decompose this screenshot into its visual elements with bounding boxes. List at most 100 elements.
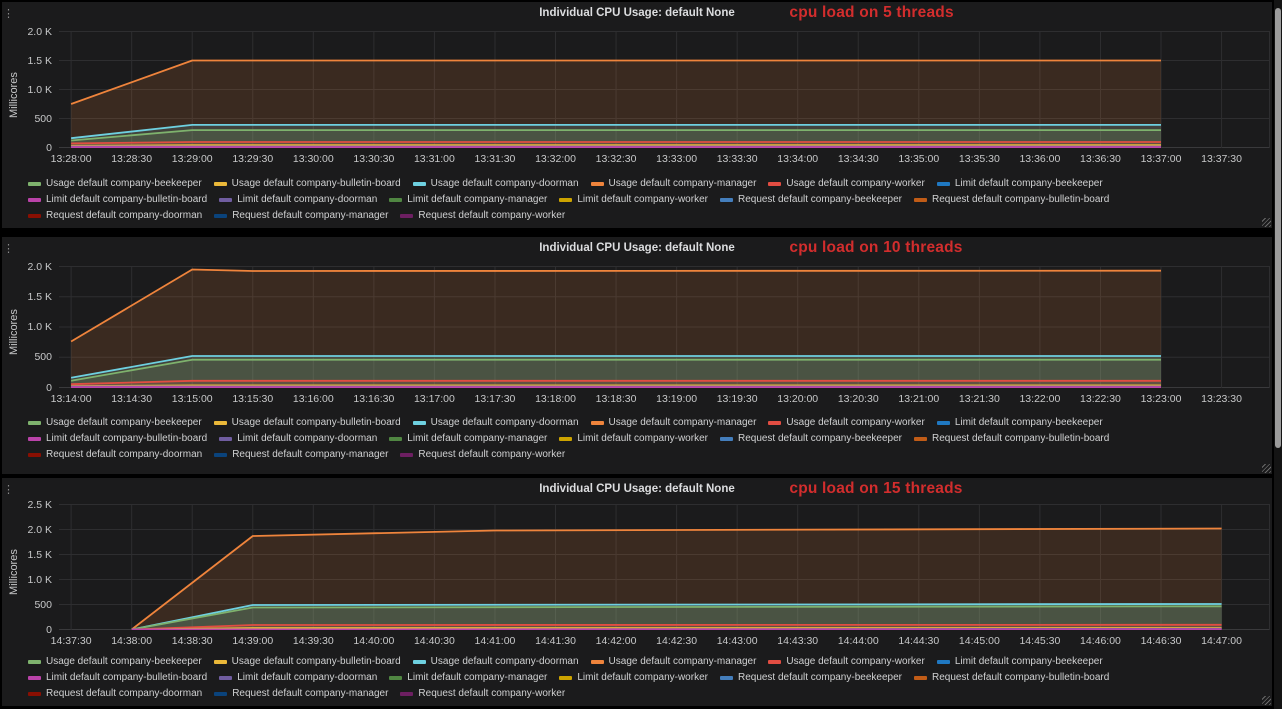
legend-item[interactable]: Limit default company-worker — [559, 670, 708, 685]
legend-item[interactable]: Limit default company-doorman — [219, 192, 377, 207]
legend-item[interactable]: Usage default company-worker — [768, 415, 925, 430]
legend-swatch-icon — [28, 181, 41, 186]
legend-item[interactable]: Limit default company-manager — [389, 670, 547, 685]
legend-item[interactable]: Usage default company-manager — [590, 415, 756, 430]
panel-menu-icon[interactable]: ⋮ — [3, 484, 14, 496]
legend-label: Limit default company-worker — [577, 194, 708, 205]
legend-label: Request default company-doorman — [46, 688, 203, 699]
x-tick-label: 13:34:00 — [777, 153, 819, 165]
legend-item[interactable]: Request default company-manager — [214, 208, 388, 223]
legend-item[interactable]: Limit default company-worker — [559, 192, 708, 207]
legend-item[interactable]: Limit default company-bulletin-board — [28, 670, 207, 685]
y-tick-label: 1.5 K — [27, 54, 52, 67]
legend-item[interactable]: Limit default company-beekeeper — [936, 415, 1103, 430]
panel-resize-handle[interactable] — [1262, 696, 1271, 705]
legend-item[interactable]: Limit default company-manager — [389, 192, 547, 207]
legend-label: Limit default company-manager — [407, 672, 548, 683]
legend-item[interactable]: Request default company-worker — [400, 686, 565, 701]
y-tick-label: 2.0 K — [27, 25, 52, 38]
legend-swatch-icon — [913, 675, 927, 680]
legend-label: Limit default company-manager — [407, 194, 548, 205]
legend-item[interactable]: Usage default company-doorman — [412, 415, 579, 430]
panel-title[interactable]: Individual CPU Usage: default None — [539, 483, 735, 495]
legend-item[interactable]: Usage default company-manager — [590, 176, 756, 191]
legend-item[interactable]: Request default company-worker — [400, 208, 565, 223]
series-line-usage-default-company-doorman — [71, 124, 1161, 140]
y-tick-label: 2.0 K — [27, 260, 52, 273]
legend-swatch-icon — [913, 197, 927, 202]
legend-item[interactable]: Usage default company-bulletin-board — [213, 415, 401, 430]
legend-swatch-icon — [559, 675, 573, 680]
x-tick-label: 13:35:00 — [898, 153, 940, 165]
chart-canvas[interactable] — [59, 266, 1270, 388]
legend: Usage default company-beekeeper Usage def… — [28, 176, 1266, 223]
legend-swatch-icon — [213, 420, 227, 425]
legend-label: Usage default company-doorman — [430, 417, 579, 428]
legend-swatch-icon — [28, 452, 41, 457]
x-tick-label: 13:37:00 — [1140, 153, 1182, 165]
legend-item[interactable]: Request default company-worker — [400, 447, 565, 462]
legend-item[interactable]: Limit default company-worker — [559, 431, 708, 446]
legend-item[interactable]: Limit default company-bulletin-board — [28, 192, 207, 207]
legend-label: Usage default company-doorman — [430, 656, 579, 667]
annotation-text: cpu load on 10 threads — [789, 239, 963, 256]
panel-menu-icon[interactable]: ⋮ — [3, 243, 14, 255]
legend-item[interactable]: Limit default company-beekeeper — [936, 654, 1103, 669]
panel-title[interactable]: Individual CPU Usage: default None — [539, 7, 735, 19]
legend-item[interactable]: Usage default company-doorman — [412, 654, 579, 669]
legend-swatch-icon — [213, 659, 227, 664]
legend-item[interactable]: Request default company-doorman — [28, 208, 202, 223]
scrollbar[interactable] — [1274, 0, 1282, 709]
x-tick-label: 13:19:00 — [656, 393, 698, 405]
legend-swatch-icon — [389, 197, 403, 202]
legend-item[interactable]: Request default company-manager — [214, 686, 388, 701]
legend-item[interactable]: Request default company-bulletin-board — [913, 670, 1109, 685]
x-tick-label: 13:14:00 — [50, 393, 92, 405]
legend-item[interactable]: Request default company-beekeeper — [719, 670, 902, 685]
legend-item[interactable]: Limit default company-doorman — [219, 670, 377, 685]
legend-item[interactable]: Request default company-doorman — [28, 686, 202, 701]
legend-label: Request default company-worker — [418, 449, 566, 460]
x-tick-label: 14:44:00 — [837, 635, 879, 647]
legend-item[interactable]: Request default company-bulletin-board — [913, 431, 1109, 446]
legend-label: Request default company-beekeeper — [737, 194, 902, 205]
legend-item[interactable]: Request default company-doorman — [28, 447, 202, 462]
legend-swatch-icon — [559, 436, 573, 441]
legend-swatch-icon — [28, 213, 41, 218]
legend-item[interactable]: Request default company-beekeeper — [719, 431, 902, 446]
legend-item[interactable]: Usage default company-bulletin-board — [213, 176, 401, 191]
legend-item[interactable]: Request default company-bulletin-board — [913, 192, 1109, 207]
chart-canvas[interactable] — [59, 504, 1270, 630]
legend-item[interactable]: Usage default company-manager — [590, 654, 756, 669]
legend-item[interactable]: Usage default company-worker — [768, 654, 925, 669]
y-tick-label: 1.0 K — [27, 321, 52, 333]
legend-item[interactable]: Limit default company-beekeeper — [936, 176, 1103, 191]
legend-swatch-icon — [913, 436, 927, 441]
x-tick-label: 14:40:00 — [353, 635, 395, 647]
x-tick-label: 13:28:30 — [111, 153, 153, 165]
legend-swatch-icon — [400, 452, 414, 457]
panel-resize-handle[interactable] — [1262, 464, 1271, 473]
legend-item[interactable]: Limit default company-bulletin-board — [28, 431, 207, 446]
legend-item[interactable]: Limit default company-manager — [389, 431, 547, 446]
legend-item[interactable]: Usage default company-bulletin-board — [213, 654, 401, 669]
legend-item[interactable]: Request default company-manager — [214, 447, 388, 462]
legend-item[interactable]: Usage default company-worker — [768, 176, 925, 191]
panel-title[interactable]: Individual CPU Usage: default None — [539, 242, 735, 254]
series-line-usage-default-company-beekeeper — [131, 605, 1222, 630]
legend-label: Request default company-manager — [232, 210, 389, 221]
legend-item[interactable]: Usage default company-beekeeper — [28, 654, 202, 669]
legend-item[interactable]: Limit default company-doorman — [219, 431, 377, 446]
legend-item[interactable]: Usage default company-doorman — [412, 176, 579, 191]
panel-menu-icon[interactable]: ⋮ — [3, 8, 14, 20]
scrollbar-thumb[interactable] — [1275, 8, 1281, 448]
legend-label: Request default company-beekeeper — [737, 672, 902, 683]
legend-swatch-icon — [214, 213, 228, 218]
x-tick-label: 13:18:00 — [535, 393, 576, 405]
panel-resize-handle[interactable] — [1262, 218, 1271, 227]
x-tick-label: 13:23:00 — [1140, 393, 1182, 405]
legend-item[interactable]: Request default company-beekeeper — [719, 192, 902, 207]
legend-item[interactable]: Usage default company-beekeeper — [28, 176, 202, 191]
chart-canvas[interactable] — [59, 31, 1270, 148]
legend-item[interactable]: Usage default company-beekeeper — [28, 415, 202, 430]
